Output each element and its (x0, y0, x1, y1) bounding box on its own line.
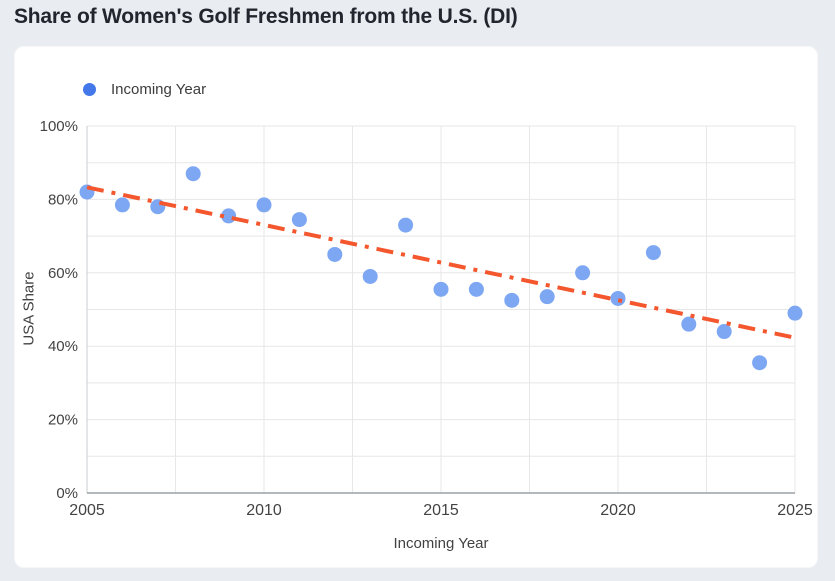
data-point[interactable] (752, 355, 768, 371)
data-point[interactable] (681, 316, 697, 332)
data-point[interactable] (362, 268, 378, 284)
data-point[interactable] (716, 324, 732, 340)
x-axis-title: Incoming Year (393, 535, 489, 552)
data-point[interactable] (327, 246, 343, 262)
data-point[interactable] (645, 245, 661, 261)
scatter-chart[interactable]: 0% 20% 40% 60% 80% 100% 2005 2010 2015 2020 2025 (15, 47, 819, 569)
y-tick-label: 80% (48, 191, 78, 208)
data-point[interactable] (575, 265, 591, 281)
legend-label: Incoming Year (111, 80, 207, 98)
data-point[interactable] (468, 281, 484, 297)
x-tick-label: 2025 (777, 502, 813, 519)
data-point[interactable] (398, 217, 414, 233)
y-tick-label: 40% (48, 338, 78, 355)
trend-line (86, 185, 796, 340)
chart-legend: Incoming Year (83, 80, 206, 98)
chart-card: Incoming Year USA Share 0% 20% 40% 60% 80% 10… (14, 46, 818, 568)
legend-marker-icon (83, 82, 96, 96)
data-point[interactable] (610, 290, 626, 306)
data-point[interactable] (539, 289, 555, 305)
data-point[interactable] (256, 197, 272, 213)
x-tick-label: 2010 (246, 502, 282, 519)
y-tick-label: 60% (48, 265, 78, 282)
data-point[interactable] (185, 166, 201, 182)
data-point[interactable] (114, 197, 130, 213)
x-tick-label: 2015 (423, 502, 459, 519)
y-tick-label: 0% (56, 485, 78, 502)
data-point[interactable] (433, 281, 449, 297)
x-tick-label: 2005 (69, 502, 105, 519)
x-tick-label: 2020 (600, 502, 636, 519)
y-tick-label: 100% (40, 118, 78, 135)
data-point[interactable] (787, 305, 803, 321)
data-point[interactable] (504, 292, 520, 308)
page-title: Share of Women's Golf Freshmen from the … (14, 5, 518, 28)
data-point[interactable] (291, 212, 307, 228)
y-tick-label: 20% (48, 412, 78, 429)
